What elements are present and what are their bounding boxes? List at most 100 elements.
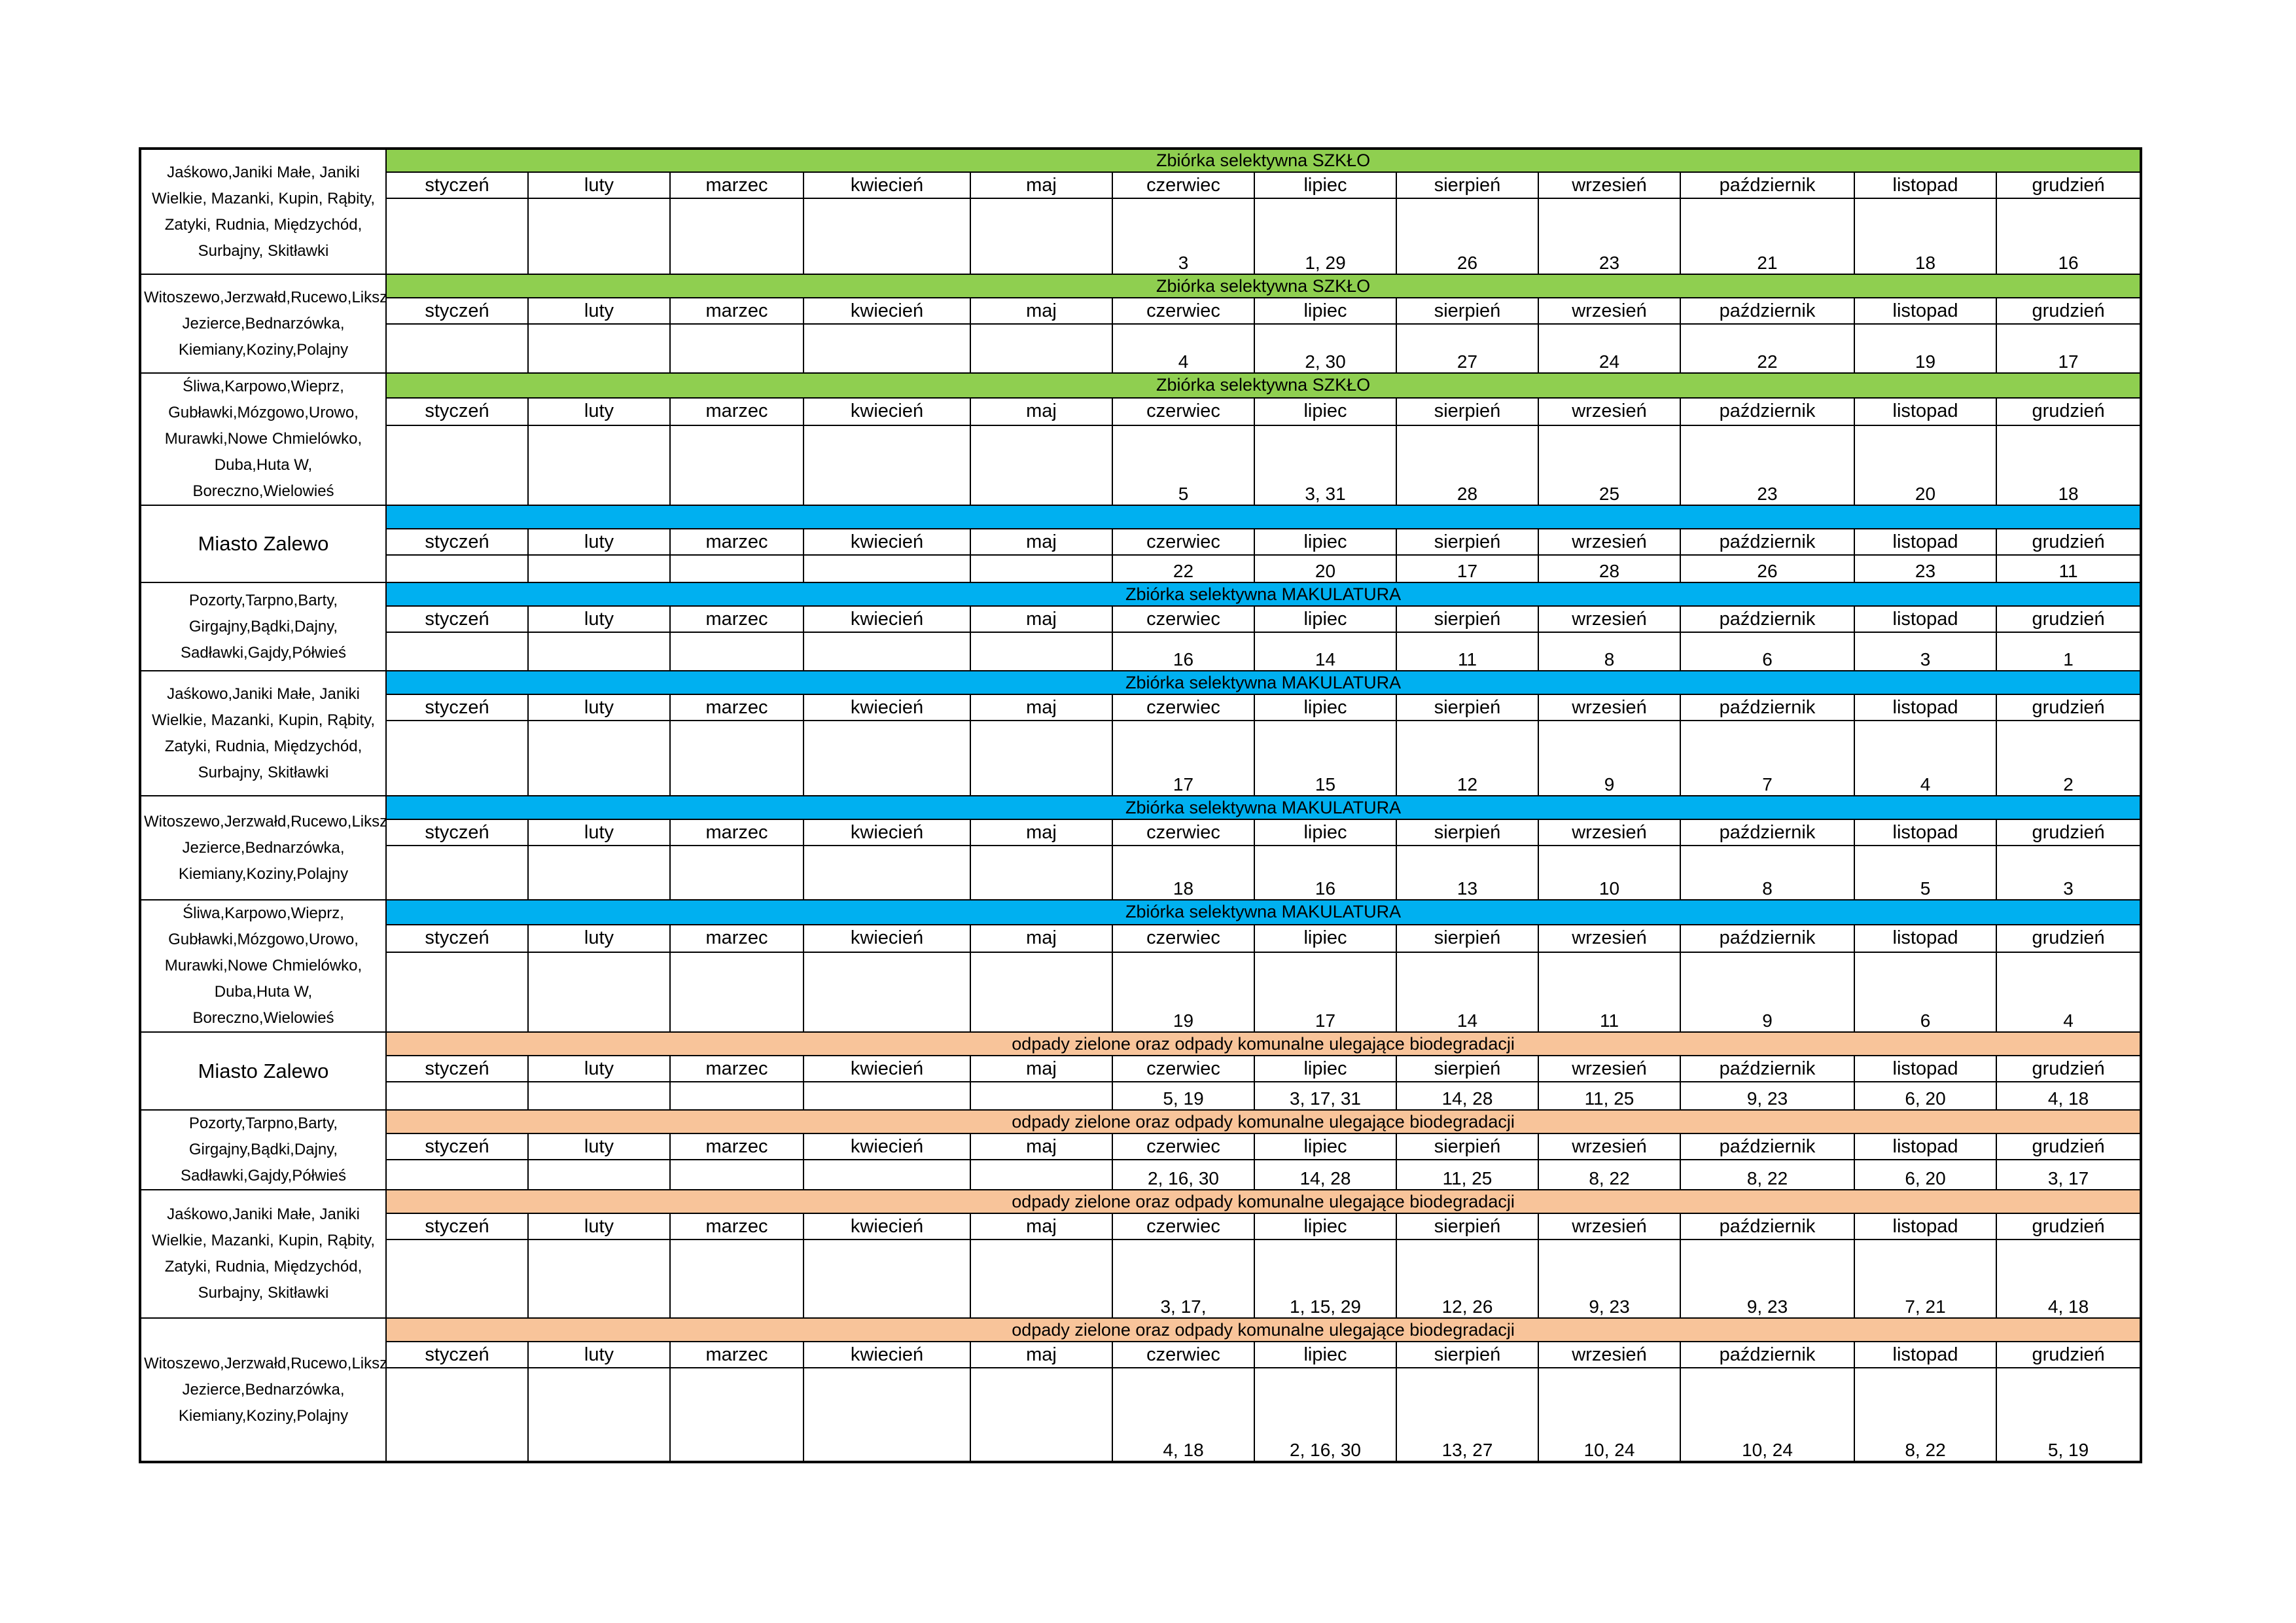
date-cell: 12, 26 xyxy=(1396,1239,1539,1319)
block-4-dates-row: 16 14 11 8 6 3 1 xyxy=(140,632,2142,671)
block-4-banner-row: Pozorty,Tarpno,Barty, Girgajny,Bądki,Daj… xyxy=(139,582,2142,671)
date-cell: 23 xyxy=(1680,424,1855,507)
date-cell xyxy=(385,845,529,901)
date-cell: 9 xyxy=(1680,951,1855,1033)
month-header: lipiec xyxy=(1254,1133,1397,1160)
date-cell: 10, 24 xyxy=(1680,1367,1855,1463)
date-cell xyxy=(385,720,529,796)
date-cell: 3, 31 xyxy=(1254,424,1397,507)
category-banner: odpady zielone oraz odpady komunalne ule… xyxy=(385,1317,2142,1342)
date-cell xyxy=(803,632,971,671)
category-banner: Zbiórka selektywna SZKŁO xyxy=(385,148,2142,173)
month-header: styczeń xyxy=(385,1341,529,1368)
month-header: grudzień xyxy=(1995,1213,2142,1240)
month-header: listopad xyxy=(1854,528,1997,556)
month-header: kwiecień xyxy=(803,1133,971,1160)
date-cell: 28 xyxy=(1396,424,1539,507)
month-header: styczeń xyxy=(385,694,529,721)
date-cell: 4 xyxy=(1112,323,1255,374)
date-cell: 11, 25 xyxy=(1396,1159,1539,1190)
date-cell: 22 xyxy=(1680,323,1855,374)
month-header: październik xyxy=(1680,1341,1855,1368)
block-1-banner-row: Witoszewo,Jerzwałd,Rucewo,Likszany,Matyt… xyxy=(139,274,2142,374)
month-header: czerwiec xyxy=(1112,297,1255,325)
date-cell: 20 xyxy=(1254,554,1397,583)
date-cell xyxy=(970,1367,1113,1463)
month-header: maj xyxy=(970,397,1113,426)
block-6-month-row: styczeń luty marzec kwiecień maj czerwiec lipi… xyxy=(140,819,2142,846)
date-cell: 8 xyxy=(1680,845,1855,901)
month-header: wrzesień xyxy=(1538,1341,1681,1368)
month-header: lipiec xyxy=(1254,819,1397,846)
month-header: styczeń xyxy=(385,1213,529,1240)
date-cell xyxy=(385,554,529,583)
month-header: listopad xyxy=(1854,923,1997,953)
date-cell xyxy=(803,198,971,275)
date-cell: 14, 28 xyxy=(1396,1081,1539,1111)
area-label: Jaśkowo,Janiki Małe, Janiki Wielkie, Maz… xyxy=(139,1189,387,1319)
date-cell: 19 xyxy=(1854,323,1997,374)
month-header: czerwiec xyxy=(1112,397,1255,426)
area-label: Jaśkowo,Janiki Małe, Janiki Wielkie, Maz… xyxy=(139,670,387,796)
month-header: styczeń xyxy=(385,1133,529,1160)
block-0-dates-row: 3 1, 29 26 23 21 18 16 xyxy=(140,198,2142,275)
date-cell xyxy=(385,1159,529,1190)
date-cell: 8 xyxy=(1538,632,1681,671)
month-header: kwiecień xyxy=(803,605,971,633)
block-2-dates-row: 5 3, 31 28 25 23 20 18 xyxy=(140,424,2142,507)
month-header: marzec xyxy=(669,694,804,721)
month-header: styczeń xyxy=(385,528,529,556)
date-cell: 17 xyxy=(1995,323,2142,374)
month-header: październik xyxy=(1680,1133,1855,1160)
month-header: marzec xyxy=(669,819,804,846)
category-banner: odpady zielone oraz odpady komunalne ule… xyxy=(385,1031,2142,1056)
month-header: sierpień xyxy=(1396,694,1539,721)
date-cell xyxy=(970,554,1113,583)
date-cell: 2, 16, 30 xyxy=(1112,1159,1255,1190)
month-header: sierpień xyxy=(1396,1341,1539,1368)
date-cell xyxy=(803,554,971,583)
month-header: czerwiec xyxy=(1112,1055,1255,1082)
date-cell xyxy=(527,198,671,275)
date-cell xyxy=(803,323,971,374)
date-cell: 24 xyxy=(1538,323,1681,374)
schedule-body: Jaśkowo,Janiki Małe, Janiki Wielkie, Maz… xyxy=(139,148,2142,1463)
block-0-month-row: styczeń luty marzec kwiecień maj czerwiec lipi… xyxy=(140,171,2142,199)
date-cell: 7 xyxy=(1680,720,1855,796)
category-banner: Zbiórka selektywna SZKŁO xyxy=(385,274,2142,298)
month-header: czerwiec xyxy=(1112,528,1255,556)
date-cell: 19 xyxy=(1112,951,1255,1033)
date-cell xyxy=(669,951,804,1033)
month-header: marzec xyxy=(669,1213,804,1240)
date-cell: 11 xyxy=(1396,632,1539,671)
date-cell xyxy=(803,424,971,507)
date-cell: 17 xyxy=(1112,720,1255,796)
area-label: Witoszewo,Jerzwałd,Rucewo,Likszany,Matyt… xyxy=(139,274,387,374)
date-cell xyxy=(385,1239,529,1319)
date-cell: 14 xyxy=(1396,951,1539,1033)
date-cell: 8, 22 xyxy=(1538,1159,1681,1190)
date-cell xyxy=(669,720,804,796)
date-cell xyxy=(527,1367,671,1463)
date-cell: 15 xyxy=(1254,720,1397,796)
month-header: luty xyxy=(527,1213,671,1240)
month-header: wrzesień xyxy=(1538,171,1681,199)
month-header: styczeń xyxy=(385,297,529,325)
date-cell: 16 xyxy=(1995,198,2142,275)
date-cell: 6 xyxy=(1854,951,1997,1033)
date-cell xyxy=(527,1239,671,1319)
month-header: grudzień xyxy=(1995,819,2142,846)
category-banner: Zbiórka selektywna MAKULATURA xyxy=(385,582,2142,607)
category-banner: Zbiórka selektywna MAKULATURA xyxy=(385,795,2142,820)
date-cell xyxy=(803,1081,971,1111)
block-11-month-row: styczeń luty marzec kwiecień maj czerwiec lipi… xyxy=(140,1341,2142,1368)
date-cell: 21 xyxy=(1680,198,1855,275)
date-cell xyxy=(669,198,804,275)
date-cell: 3 xyxy=(1112,198,1255,275)
month-header: sierpień xyxy=(1396,1213,1539,1240)
date-cell: 16 xyxy=(1254,845,1397,901)
block-11-banner-row: Witoszewo,Jerzwałd,Rucewo,Likszany,Matyt… xyxy=(139,1317,2142,1463)
date-cell: 9 xyxy=(1538,720,1681,796)
date-cell: 18 xyxy=(1854,198,1997,275)
month-header: październik xyxy=(1680,819,1855,846)
